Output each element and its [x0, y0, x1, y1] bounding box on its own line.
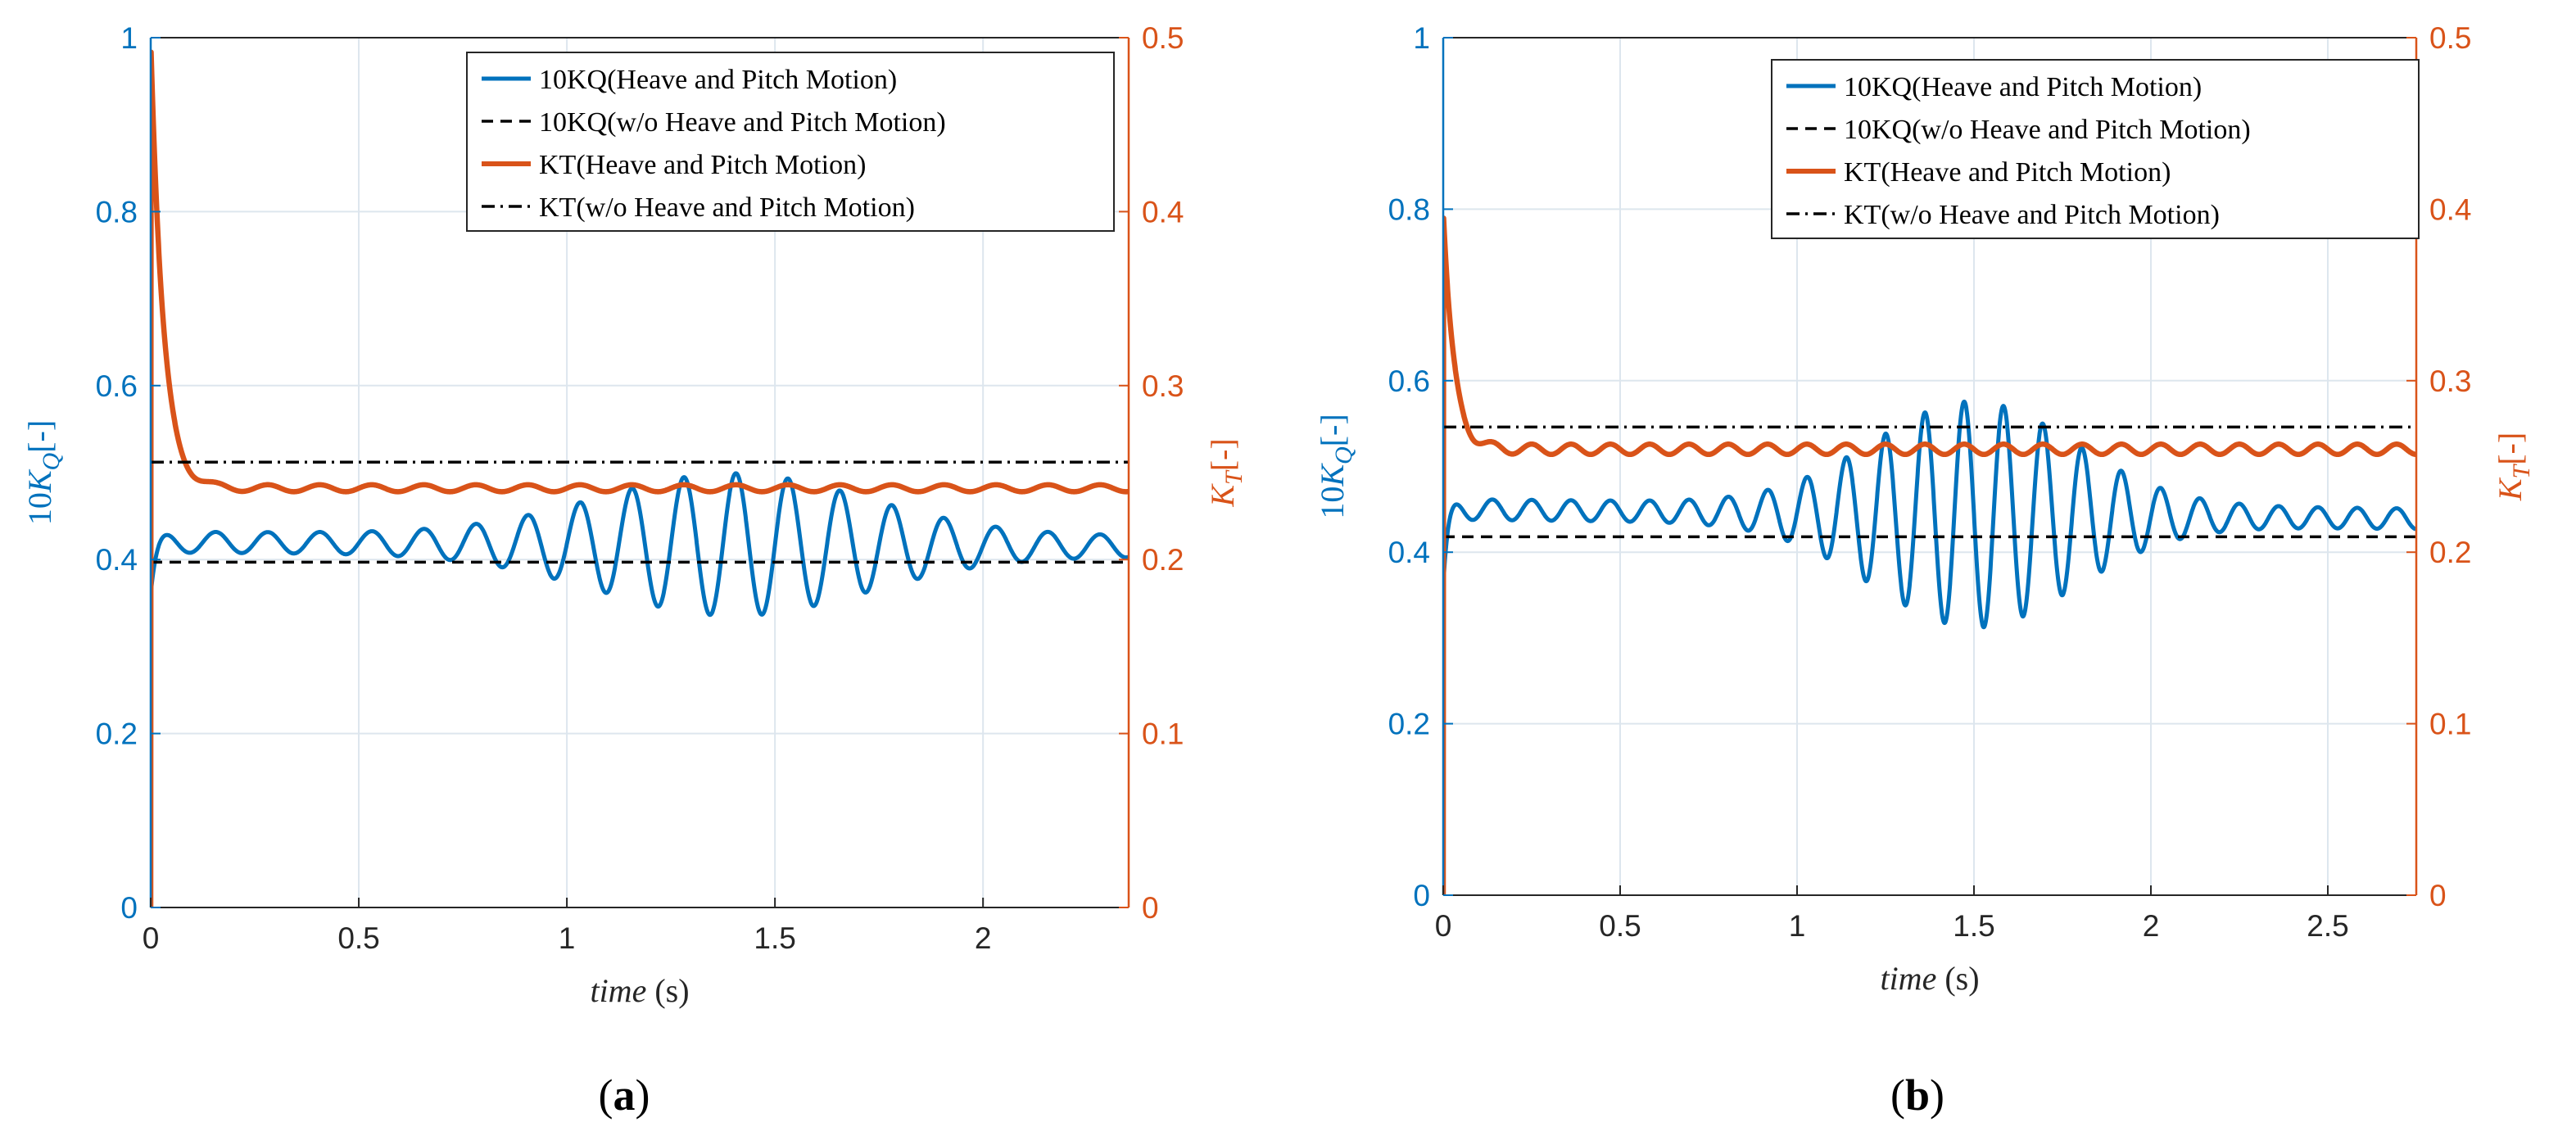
right-y-tick-label: 0.3 — [2429, 364, 2471, 398]
right-y-axis-label: KT[-] — [2492, 432, 2535, 501]
right-y-tick-label: 0 — [1142, 891, 1159, 925]
legend-label: 10KQ(w/o Heave and Pitch Motion) — [1844, 115, 2251, 145]
x-tick-label: 1 — [1789, 909, 1806, 943]
right-y-tick-label: 0.2 — [2429, 536, 2471, 569]
series-layer — [151, 49, 1129, 907]
left-y-tick-label: 0 — [120, 891, 138, 925]
legend-label: KT(w/o Heave and Pitch Motion) — [539, 192, 915, 223]
series-layer — [1443, 215, 2416, 895]
right-y-tick-label: 0.3 — [1142, 369, 1184, 403]
left-y-tick-label: 0.6 — [1388, 364, 1430, 398]
right-y-axis-label: KT[-] — [1204, 438, 1247, 507]
x-tick-label: 2 — [2143, 909, 2160, 943]
left-y-tick-label: 0.4 — [1388, 536, 1430, 569]
x-axis-label: time (s) — [590, 972, 689, 1009]
right-y-tick-label: 0.1 — [2429, 708, 2471, 741]
series-10kq-with-motion — [151, 471, 1129, 907]
panel-caption: (a) — [599, 1070, 650, 1120]
x-tick-label: 1.5 — [754, 921, 795, 955]
legend-box — [1771, 59, 2420, 239]
left-y-tick-label: 1 — [120, 21, 138, 55]
right-y-tick-label: 0.5 — [2429, 21, 2471, 55]
right-y-tick-label: 0.5 — [1142, 21, 1184, 55]
legend-box — [466, 52, 1115, 232]
legend-label: KT(Heave and Pitch Motion) — [539, 150, 866, 180]
legend-label: KT(w/o Heave and Pitch Motion) — [1844, 200, 2220, 230]
x-tick-label: 0 — [1435, 909, 1452, 943]
right-y-tick-label: 0.1 — [1142, 717, 1184, 751]
legend-label: KT(Heave and Pitch Motion) — [1844, 157, 2171, 188]
x-tick-label: 2.5 — [2307, 909, 2348, 943]
panel-caption: (b) — [1890, 1070, 1944, 1120]
series-10kq-with-motion — [1443, 399, 2416, 895]
chart-panel-b: 0 0.5 1 1.5 2 2.5 0 0.2 0.4 0.6 0.8 1 0 0.1 0.2 0.3 0.4 0… — [1314, 21, 2535, 1120]
left-y-tick-label: 1 — [1413, 21, 1430, 55]
legend: 10KQ(Heave and Pitch Motion) 10KQ(w/o Hea… — [466, 52, 1115, 232]
left-y-axis-label: 10KQ[-] — [1314, 414, 1357, 518]
left-y-tick-label: 0.8 — [96, 195, 138, 229]
x-tick-label: 1 — [559, 921, 576, 955]
right-y-tick-label: 0.4 — [1142, 195, 1184, 229]
legend-label: 10KQ(Heave and Pitch Motion) — [539, 65, 897, 95]
x-tick-label: 2 — [975, 921, 992, 955]
left-y-tick-label: 0.8 — [1388, 192, 1430, 226]
legend-label: 10KQ(Heave and Pitch Motion) — [1844, 72, 2202, 102]
left-y-tick-label: 0.2 — [1388, 708, 1430, 741]
right-y-tick-label: 0.4 — [2429, 192, 2471, 226]
legend: 10KQ(Heave and Pitch Motion) 10KQ(w/o Hea… — [1771, 59, 2420, 239]
x-tick-label: 0.5 — [337, 921, 379, 955]
left-y-tick-label: 0.6 — [96, 369, 138, 403]
left-y-tick-label: 0.2 — [96, 717, 138, 751]
x-tick-label: 0.5 — [1599, 909, 1641, 943]
legend-label: 10KQ(w/o Heave and Pitch Motion) — [539, 107, 946, 138]
series-kt-with-motion — [1443, 215, 2416, 895]
x-tick-label: 1.5 — [1953, 909, 1994, 943]
left-y-tick-label: 0.4 — [96, 543, 138, 577]
x-tick-label: 0 — [143, 921, 160, 955]
x-axis-label: time (s) — [1880, 960, 1979, 997]
series-kt-with-motion — [151, 49, 1129, 907]
left-y-axis-label: 10KQ[-] — [21, 420, 65, 525]
right-y-tick-label: 0 — [2429, 879, 2447, 912]
chart-panel-a: 0 0.5 1 1.5 2 0 0.2 0.4 0.6 0.8 1 0 0.1 0.2 0.3 0.4 0.5 t… — [21, 21, 1247, 1120]
right-y-tick-label: 0.2 — [1142, 543, 1184, 577]
left-y-tick-label: 0 — [1413, 879, 1430, 912]
